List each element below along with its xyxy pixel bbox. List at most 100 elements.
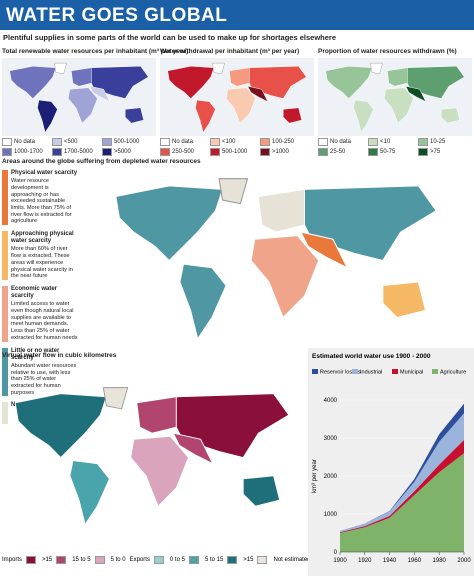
legend-swatch	[432, 369, 438, 374]
legend-swatch	[2, 138, 12, 146]
legend-label: 250-500	[172, 149, 195, 155]
virtual-water-legend: Imports >15 15 to 5 5 to 0 Exports 0 to 5 5 to…	[2, 556, 311, 564]
legend-label: 15 to 5	[72, 557, 91, 563]
scarcity-map	[115, 178, 437, 340]
x-tick-label: 1940	[383, 558, 397, 564]
legend-swatch	[153, 556, 164, 564]
legend-item: Economic water scarcity Limited access to…	[2, 286, 78, 342]
legend-label: <500	[64, 139, 78, 145]
legend-label: >5000	[114, 149, 131, 155]
legend-text: Approaching physical water scarcity More …	[11, 231, 78, 280]
legend-swatch	[188, 556, 199, 564]
section-title: Areas around the globe suffering from de…	[2, 158, 201, 165]
legend-swatch	[392, 369, 398, 374]
x-tick-label: 1920	[358, 558, 372, 564]
legend-item: <10	[368, 138, 418, 146]
legend-label: 5 to 15	[204, 557, 224, 563]
legend-label: Industrial	[360, 370, 382, 376]
legend-label: Municipal	[400, 370, 423, 376]
legend-item: <100	[210, 138, 260, 146]
x-tick-label: 1960	[408, 558, 422, 564]
legend-item: 1700-5000	[52, 148, 102, 156]
x-tick-label: 2000	[457, 558, 471, 564]
scarcity-legend: Physical water scarcity Water resource de…	[2, 170, 78, 430]
legend-label: >15	[243, 557, 254, 563]
legend-swatch	[227, 556, 238, 564]
legend-text: Little or no water scarcity Abundant wate…	[11, 348, 78, 397]
legend-item: 250-500	[160, 148, 210, 156]
legend-item: >5000	[102, 148, 152, 156]
legend-swatch	[2, 170, 8, 226]
legend-label: No data	[14, 139, 36, 145]
y-tick-label: 0	[334, 550, 338, 556]
legend-description: Water resource development is approachin…	[11, 178, 72, 225]
legend-label: 100-250	[272, 139, 295, 145]
legend-label: <100	[222, 139, 236, 145]
legend-label: >75	[430, 149, 441, 155]
legend-swatch	[312, 369, 318, 374]
legend-swatch	[2, 402, 8, 425]
legend-item: 100-250	[260, 138, 310, 146]
legend-swatch	[368, 138, 378, 146]
legend-swatch	[210, 148, 220, 156]
map	[2, 58, 156, 136]
legend-swatch	[2, 148, 12, 156]
legend-item: Approaching physical water scarcity More …	[2, 231, 78, 280]
x-tick-label: 1900	[333, 558, 347, 564]
legend-swatch	[2, 286, 8, 342]
legend-item: No data	[2, 138, 52, 146]
legend-label: <10	[380, 139, 391, 145]
legend-description: More than 60% of river flow is extracted…	[11, 246, 73, 280]
title: WATER GOES GLOBAL	[6, 5, 228, 26]
legend-swatch	[418, 148, 428, 156]
legend-heading: Imports	[2, 557, 23, 563]
legend-swatch	[318, 138, 328, 146]
legend-label: 500-1000	[222, 149, 248, 155]
y-tick-label: 4000	[324, 398, 338, 404]
legend-swatch	[102, 148, 112, 156]
legend-swatch	[2, 347, 8, 397]
legend-item: >75	[418, 148, 468, 156]
y-axis-label: km³ per year	[312, 459, 318, 493]
legend-label: No data	[172, 139, 194, 145]
area	[340, 453, 464, 552]
legend-item: Physical water scarcity Water resource de…	[2, 170, 78, 226]
y-tick-label: 2000	[324, 474, 338, 480]
legend-swatch	[368, 148, 378, 156]
legend-description: Limited access to water even though natu…	[11, 301, 78, 341]
legend-swatch	[352, 369, 358, 374]
legend-item: No data	[318, 138, 368, 146]
legend-label: 1000-1700	[14, 149, 43, 155]
legend-swatch	[260, 148, 270, 156]
legend-swatch	[94, 556, 105, 564]
legend-description: Abundant water resources relative to use…	[11, 362, 77, 396]
legend-item: 500-1000	[210, 148, 260, 156]
subtitle: Plentiful supplies in some parts of the …	[3, 33, 336, 42]
legend-swatch	[418, 138, 428, 146]
legend-title: Little or no water scarcity	[11, 347, 60, 361]
legend-label: >1000	[272, 149, 289, 155]
legend-label: Not estimated	[273, 557, 311, 563]
legend-item: No data	[160, 138, 210, 146]
y-tick-label: 1000	[324, 512, 338, 518]
legend-label: 10-25	[430, 139, 446, 145]
legend-heading: Exports	[129, 557, 150, 563]
map-title: Water withdrawal per inhabitant (m³ per …	[160, 48, 300, 55]
virtual-water-map	[14, 387, 290, 525]
legend-swatch	[318, 148, 328, 156]
legend-label: No data	[330, 139, 352, 145]
legend-item: 500-1000	[102, 138, 152, 146]
legend-label: Reservoir losses	[320, 370, 361, 376]
legend-label: >15	[42, 557, 53, 563]
map-title: Total renewable water resources per inha…	[2, 48, 189, 55]
legend-swatch	[260, 138, 270, 146]
legend-label: 1700-5000	[64, 149, 93, 155]
legend-item: 10-25	[418, 138, 468, 146]
legend-swatch	[2, 231, 8, 280]
legend-label: 500-1000	[114, 139, 140, 145]
legend: No data <100 100-250 250-500 500-1000 >1000	[160, 138, 310, 158]
legend-item: 1000-1700	[2, 148, 52, 156]
map-title: Proportion of water resources withdrawn …	[318, 48, 457, 55]
legend-label: Agriculture	[440, 370, 466, 376]
